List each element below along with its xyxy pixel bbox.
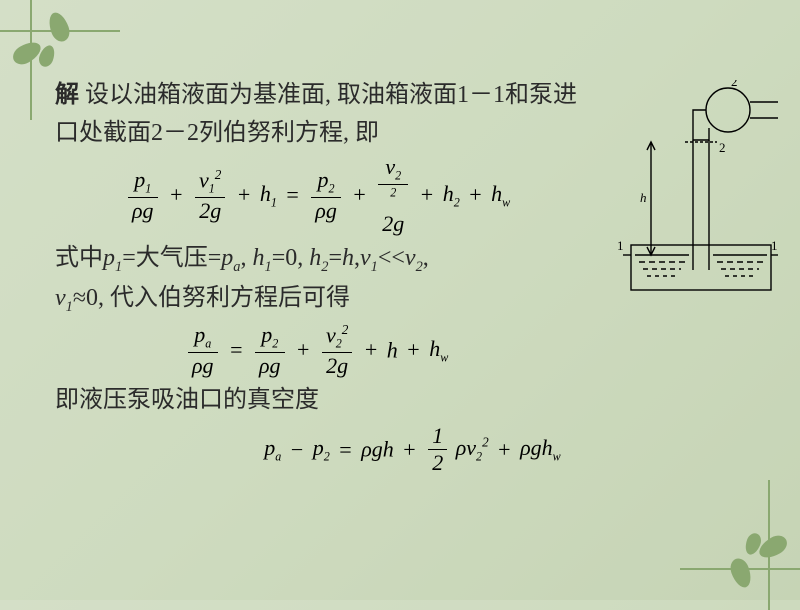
diagram-label-1-right: 1 bbox=[771, 238, 778, 253]
line-1-text: 设以油箱液面为基准面, 取油箱液面1－1和泵进 bbox=[79, 82, 577, 108]
diagram-label-h: h bbox=[640, 190, 647, 205]
pump-diagram: 2 2 h 1 1 bbox=[613, 80, 778, 305]
equation-2: paρg = p2ρg + v222g + h + hw bbox=[185, 323, 770, 378]
corner-decoration-br bbox=[690, 490, 800, 610]
diagram-label-2-mid: 2 bbox=[719, 140, 726, 155]
diagram-label-2-top: 2 bbox=[731, 80, 738, 89]
diagram-label-1-left: 1 bbox=[617, 238, 624, 253]
equation-3: pa − p2 = ρgh + 12 ρv22 + ρghw bbox=[55, 424, 770, 475]
line-5: 即液压泵吸油口的真空度 bbox=[55, 382, 770, 418]
solution-label: 解 bbox=[55, 82, 79, 108]
